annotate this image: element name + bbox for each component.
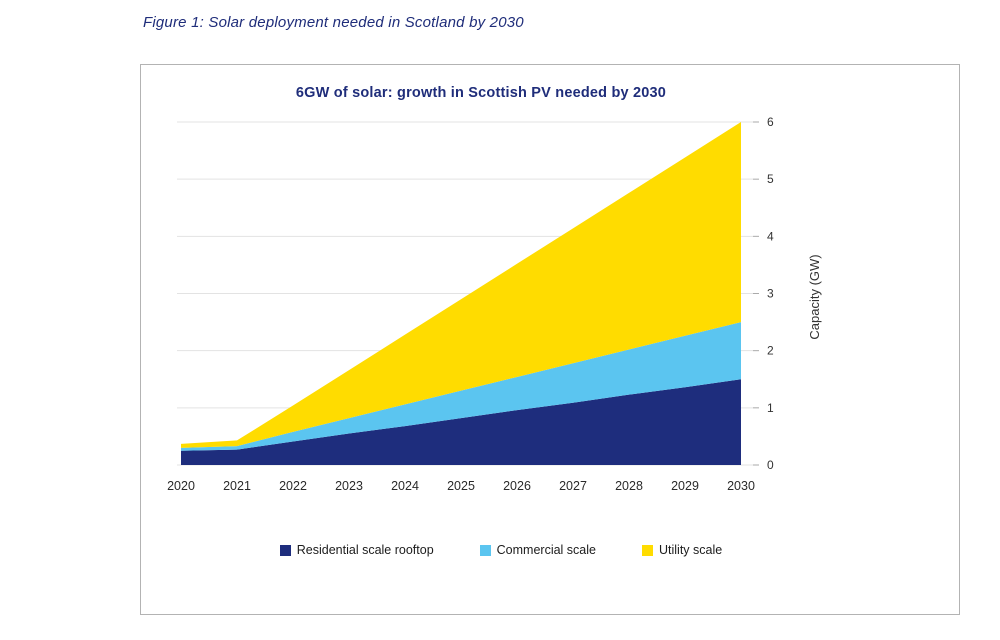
legend-label: Commercial scale [496,543,596,557]
figure-caption: Figure 1: Solar deployment needed in Sco… [143,14,524,31]
y-axis-title: Capacity (GW) [807,254,822,339]
x-tick-label: 2024 [391,479,419,493]
legend-swatch [479,544,491,556]
y-tick-label: 1 [767,401,774,415]
chart-legend: Residential scale rooftop Commercial scal… [141,543,861,557]
legend-swatch [642,544,653,556]
area-residential-scale-rooftop [181,379,741,465]
chart-container: 6GW of solar: growth in Scottish PV need… [140,64,960,615]
y-tick-label: 3 [767,287,774,301]
y-tick-label: 2 [767,344,774,358]
x-tick-label: 2022 [279,479,307,493]
x-tick-label: 2023 [335,479,363,493]
x-tick-label: 2025 [447,479,475,493]
legend-item: Utility scale [642,543,722,557]
area-commercial-scale [181,322,741,451]
x-tick-label: 2029 [671,479,699,493]
area-utility-scale [181,122,741,448]
y-tick-label: 4 [767,229,774,243]
legend-label: Residential scale rooftop [296,543,434,557]
x-tick-label: 2026 [503,479,531,493]
chart-title: 6GW of solar: growth in Scottish PV need… [295,85,667,101]
x-tick-label: 2021 [223,479,251,493]
x-tick-label: 2020 [167,479,195,493]
y-tick-label: 0 [767,458,774,472]
stacked-area-chart: 0 1 2 3 4 5 6 2020 2021 2022 2023 2024 2025 2026 2027 2… [167,115,822,493]
x-tick-label: 2030 [727,479,755,493]
legend-item: Residential scale rooftop [279,543,434,557]
x-tick-label: 2028 [615,479,643,493]
x-tick-label: 2027 [559,479,587,493]
legend-label: Utility scale [659,543,723,557]
legend-swatch [279,544,291,556]
legend-item: Commercial scale [479,543,596,557]
y-tick-label: 6 [767,115,774,129]
y-tick-label: 5 [767,172,774,186]
